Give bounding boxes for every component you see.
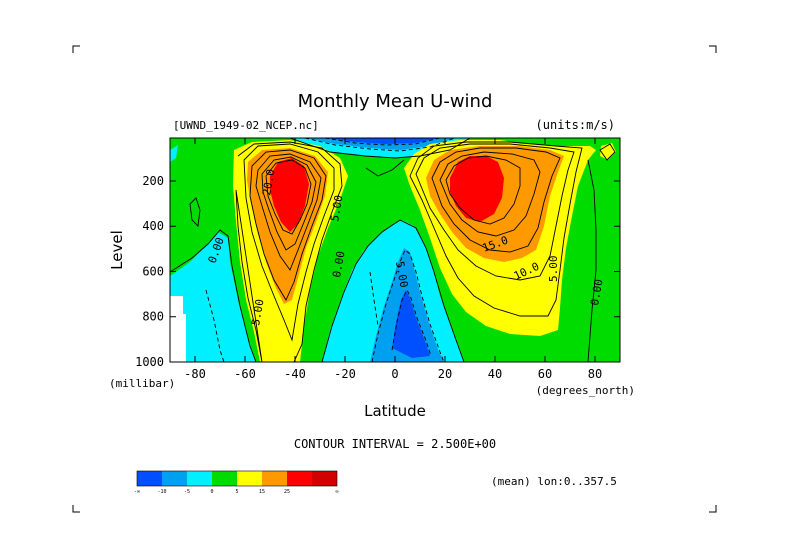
colorbar-swatch [287,471,312,486]
contour-lines [170,138,616,362]
fill-neg10-tropics [392,290,430,358]
x-tick-label: -80 [184,367,206,381]
fill-neg-south [170,232,256,362]
colorbar-swatch [312,471,337,486]
y-axis-label: Level [108,230,126,270]
y-units-label: (millibar) [109,377,175,390]
crop-mark-bottom-right [709,505,717,513]
x-tick-label: 40 [488,367,502,381]
crop-mark-top-right [709,45,717,53]
fill-25-south-jet [270,158,309,232]
colorbar-swatch [187,471,212,486]
x-tick-label: 20 [438,367,452,381]
x-axis: -80 -60 -40 -20 0 20 40 60 80 [184,138,602,381]
fill-neg10-top [325,138,440,144]
colorbar: -∞ -10 -5 0 5 15 25 ∞ [134,470,339,495]
contour-label: 5.00 [328,194,345,222]
x-axis-label: Latitude [364,402,426,420]
missing-region [170,296,186,362]
x-tick-label: 60 [538,367,552,381]
crop-mark-top-left [72,45,80,53]
y-tick-label: 200 [142,174,164,188]
colorbar-label: 15 [259,489,265,495]
colorbar-label: -10 [157,489,166,495]
contour-interval-label: CONTOUR INTERVAL = 2.500E+00 [294,437,496,451]
units-label: (units:m/s) [536,118,615,132]
fill-neg-pocket [170,145,178,162]
contour-label: 5.00 [249,298,266,326]
colorbar-label: -5 [184,489,190,495]
colorbar-swatch [162,471,187,486]
colorbar-swatch [212,471,237,486]
x-tick-label: -20 [334,367,356,381]
crop-marks [72,45,717,513]
y-tick-label: 1000 [135,355,164,369]
contour-label: 20.0 [260,168,277,196]
colorbar-frame [136,470,338,487]
y-axis: 200 400 600 800 1000 [135,174,620,369]
contour-labels: 0.00 0.00 0.00 5.00 5.00 5.00 5.00 10.0 … [206,168,606,326]
contour-label: 5.00 [393,260,410,288]
colorbar-label: -∞ [134,489,140,495]
y-tick-label: 600 [142,264,164,278]
x-tick-label: 80 [588,367,602,381]
x-tick-label: 0 [391,367,398,381]
colorbar-label: 5 [235,489,238,495]
contour-label: 5.00 [547,256,560,283]
colorbar-swatch [262,471,287,486]
colorbar-swatch [237,471,262,486]
colorbar-label: 25 [284,489,290,495]
dataset-label: [UWND_1949-02_NCEP.nc] [173,119,319,132]
colorbar-swatch [137,471,162,486]
colorbar-label: ∞ [335,489,338,495]
x-tick-label: -60 [234,367,256,381]
chart-title: Monthly Mean U-wind [298,91,493,112]
y-tick-label: 400 [142,219,164,233]
x-tick-label: -40 [284,367,306,381]
x-units-label: (degrees_north) [536,384,635,397]
crop-mark-bottom-left [72,505,80,513]
mean-label: (mean) lon:0..357.5 [491,475,617,488]
plot-area: 0.00 0.00 0.00 5.00 5.00 5.00 5.00 10.0 … [170,138,620,362]
colorbar-label: 0 [210,489,213,495]
fill-25-north-jet [450,156,504,222]
contour-label: 0.00 [330,250,347,278]
y-tick-label: 800 [142,310,164,324]
contour-label: 0.00 [588,278,605,306]
